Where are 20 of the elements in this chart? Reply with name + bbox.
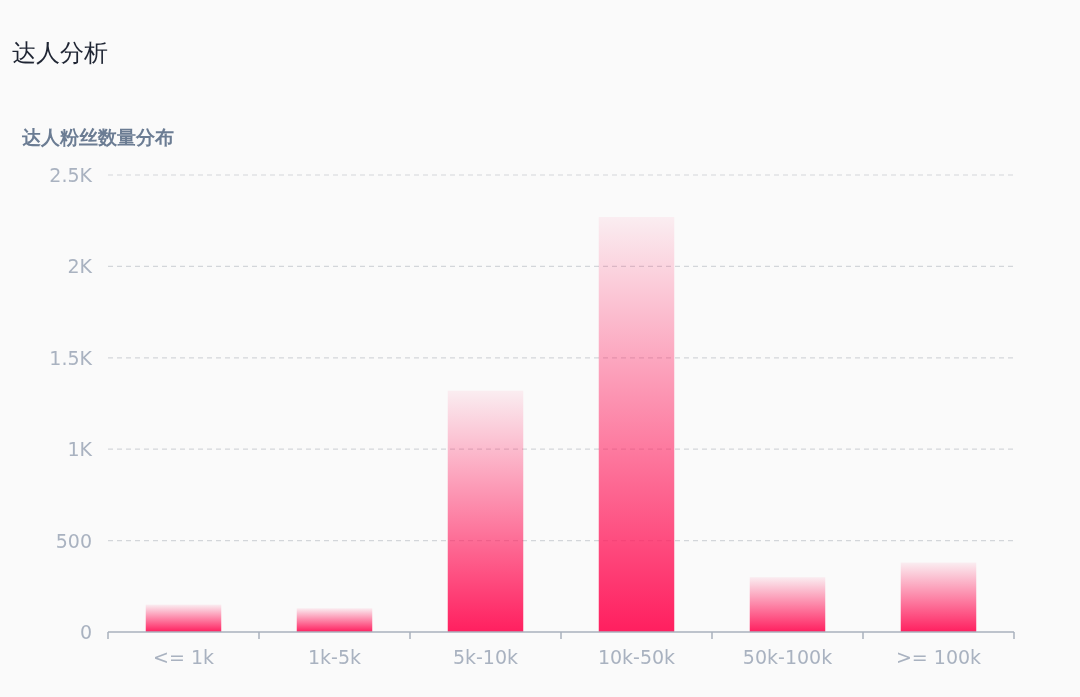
- x-tick-label: 1k-5k: [307, 646, 362, 668]
- bar: [598, 217, 675, 632]
- chart-subtitle: 达人粉丝数量分布: [21, 126, 174, 148]
- x-tick-label: 5k-10k: [452, 646, 519, 668]
- bar: [145, 604, 222, 632]
- y-tick-label: 2K: [67, 255, 93, 278]
- x-tick-label: <= 1k: [153, 646, 214, 668]
- y-tick-label: 1K: [67, 438, 93, 461]
- y-tick-label: 1.5K: [49, 346, 93, 369]
- bar: [900, 562, 977, 632]
- x-tick-label: 10k-50k: [597, 646, 676, 668]
- x-tick-label: 50k-100k: [742, 646, 833, 668]
- y-tick-label: 0: [79, 621, 92, 643]
- bar: [296, 608, 373, 632]
- bar: [447, 390, 524, 632]
- chart-title: 达人分析: [12, 39, 108, 67]
- y-tick-label: 2.5K: [49, 164, 93, 186]
- x-tick-label: >= 100k: [895, 646, 982, 668]
- y-tick-label: 500: [55, 529, 92, 552]
- bar: [749, 577, 826, 632]
